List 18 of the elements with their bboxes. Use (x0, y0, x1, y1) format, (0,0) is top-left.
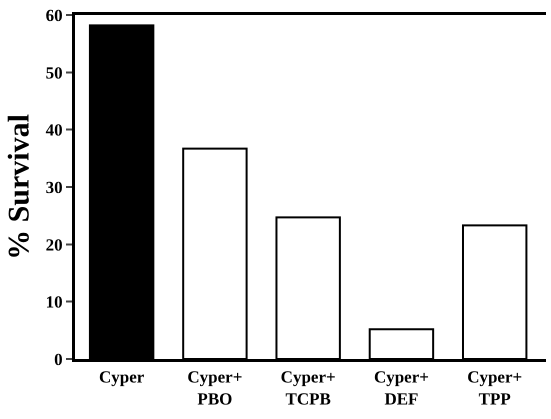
x-tick-label: Cyper+ PBO (187, 367, 242, 408)
y-axis-title: % Survival (2, 114, 36, 260)
bar (275, 216, 341, 359)
y-tick-label: 60 (46, 6, 63, 25)
x-tick-label: Cyper+ TCPB (280, 367, 336, 408)
x-tick-label: Cyper+ TPP (467, 367, 522, 408)
y-tick-label: 10 (46, 292, 63, 312)
y-tick-label: 30 (46, 178, 63, 197)
bar (182, 148, 248, 359)
bar (462, 224, 528, 359)
bar (88, 24, 154, 359)
y-tick-label: 20 (46, 235, 63, 254)
x-tick-label: Cyper+ DEF (374, 367, 429, 408)
y-tick-label: 40 (46, 120, 63, 140)
bar (368, 328, 434, 359)
x-tick-label: Cyper (98, 367, 145, 386)
y-tick-label: 0 (54, 350, 63, 369)
y-tick-label: 50 (46, 63, 63, 82)
